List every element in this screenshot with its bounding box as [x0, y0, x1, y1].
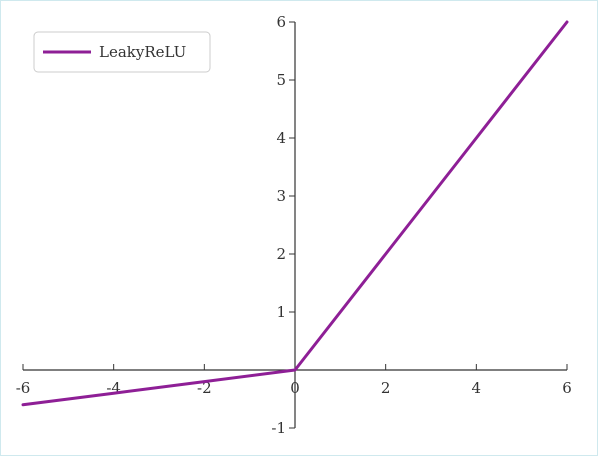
y-tick-label: 3 — [276, 187, 286, 205]
series-line-leakyrelu — [21, 20, 569, 407]
y-tick-label: 5 — [276, 71, 286, 89]
x-tick-label: -6 — [16, 379, 31, 397]
x-tick-label: 6 — [562, 379, 572, 397]
legend-label-leakyrelu: LeakyReLU — [99, 43, 186, 61]
y-tick-label: -1 — [271, 419, 286, 437]
series-layer — [21, 20, 569, 407]
y-tick-label: 1 — [276, 303, 286, 321]
x-tick-label: 2 — [381, 379, 391, 397]
y-tick-label: 6 — [276, 13, 286, 31]
x-tick-label: 0 — [290, 379, 300, 397]
x-axis-ticks: -6 -4 -2 0 2 4 6 — [16, 364, 572, 397]
legend-box — [33, 31, 211, 73]
x-tick-label: 4 — [472, 379, 482, 397]
legend: LeakyReLU — [33, 31, 211, 73]
y-tick-label: 2 — [276, 245, 286, 263]
y-axis-ticks: -1 1 2 3 4 5 6 — [271, 13, 295, 437]
y-tick-label: 4 — [276, 129, 286, 147]
